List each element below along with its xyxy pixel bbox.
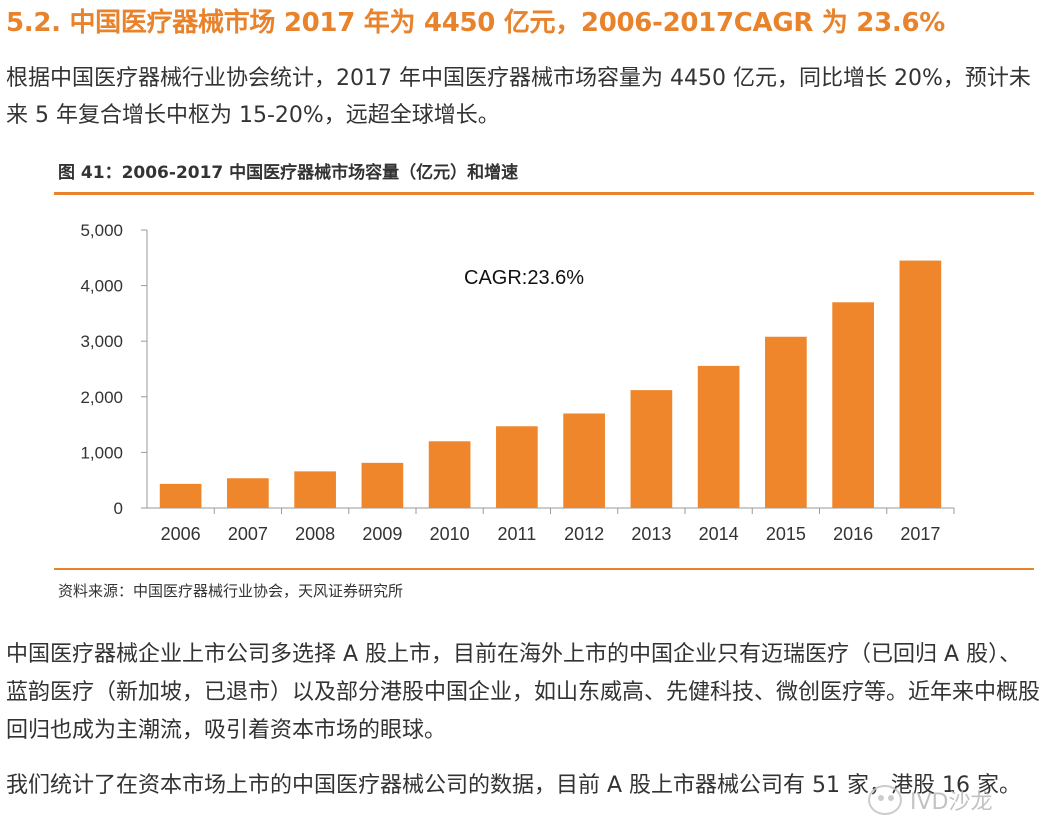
x-tick-label: 2010 [430,524,470,544]
bar-2007 [227,478,269,508]
x-tick-label: 2015 [766,524,806,544]
y-tick-label: 5,000 [80,221,123,240]
y-tick-label: 2,000 [80,388,123,407]
bar-2012 [563,413,605,508]
bar-2015 [765,336,807,508]
figure-bottom-rule [54,568,1034,570]
bar-2014 [697,365,740,508]
figure-title: 图 41：2006-2017 中国医疗器械市场容量（亿元）和增速 [58,163,519,183]
x-tick-label: 2009 [362,524,402,544]
x-tick-label: 2007 [228,524,268,544]
x-tick-label: 2014 [699,524,739,544]
bar-2017 [899,260,942,508]
wechat-icon [868,785,902,815]
x-tick-label: 2008 [295,524,335,544]
bar-2011 [496,426,538,508]
y-tick-label: 3,000 [80,332,123,351]
x-tick-label: 2016 [833,524,873,544]
bar-2016 [832,302,874,508]
bar-2008 [294,471,336,508]
paragraph-statistics: 我们统计了在资本市场上市的中国医疗器械公司的数据，目前 A 股上市器械公司有 5… [6,773,1022,798]
figure-top-rule [54,192,1034,195]
x-tick-label: 2006 [161,524,201,544]
x-tick-label: 2011 [498,524,537,544]
intro-paragraph: 根据中国医疗器械行业协会统计，2017 年中国医疗器械市场容量为 4450 亿元… [6,66,1031,128]
watermark: IVD沙龙 [868,780,992,820]
section-heading: 5.2. 中国医疗器械市场 2017 年为 4450 亿元，2006-2017C… [6,8,946,38]
x-tick-label: 2012 [564,524,604,544]
bar-2009 [361,462,404,508]
watermark-label: IVD沙龙 [910,790,993,815]
bar-chart: 0 1,000 2,000 3,000 4,000 5,000 2006 2007 2008 20… [80,221,955,544]
bar-2006 [159,483,202,508]
bar-2010 [428,441,471,508]
y-tick-label: 4,000 [80,277,123,296]
x-tick-label: 2013 [631,524,671,544]
bar-2013 [630,390,673,508]
figure-source: 资料来源：中国医疗器械行业协会，天风证券研究所 [58,582,404,600]
y-tick-label: 0 [114,499,123,518]
x-tick-label: 2017 [900,524,940,544]
cagr-annotation: CAGR:23.6% [464,267,584,289]
paragraph-listing: 中国医疗器械企业上市公司多选择 A 股上市，目前在海外上市的中国企业只有迈瑞医疗… [6,642,1041,743]
y-tick-label: 1,000 [80,443,123,462]
